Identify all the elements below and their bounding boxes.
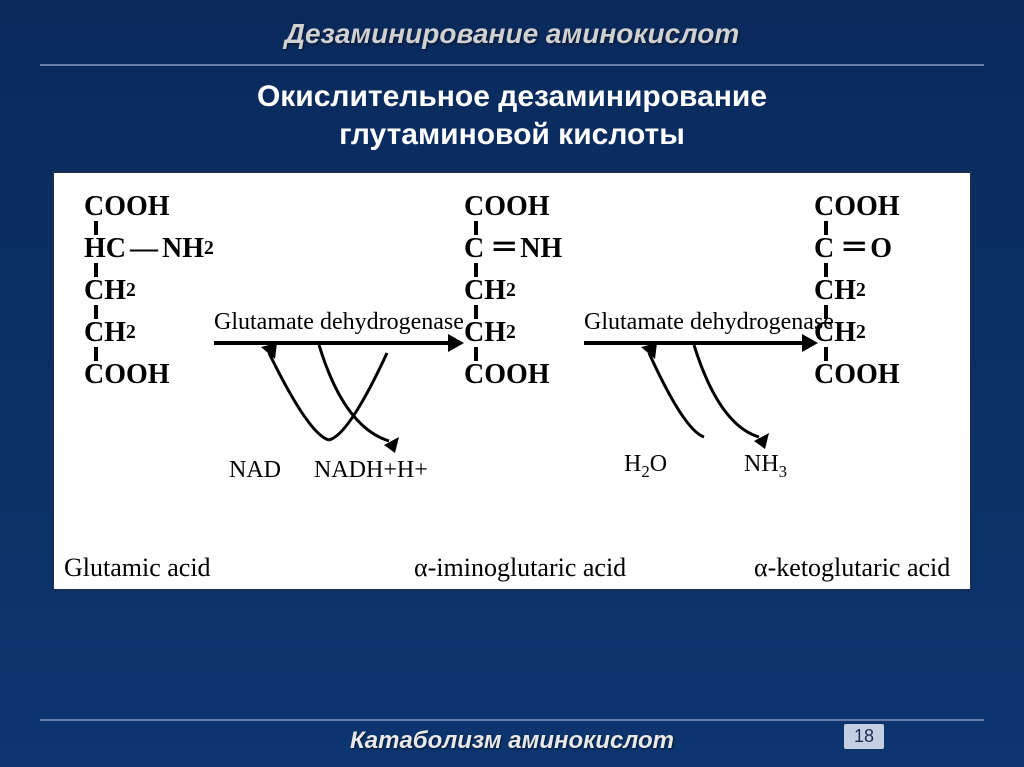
molecule-glutamic: COOH HC—NH2 CH2 CH2 COOH <box>84 193 214 389</box>
chem-group: COOH <box>84 193 170 221</box>
footer-rule <box>40 719 984 721</box>
molecule-label: Glutamic acid <box>64 553 211 583</box>
chem-group: COOH <box>84 361 170 389</box>
molecule-label: α-ketoglutaric acid <box>754 553 950 583</box>
enzyme-label: Glutamate dehydrogenase <box>584 309 834 336</box>
cofactor-in: H2O <box>624 451 667 482</box>
molecule-iminoglutaric: COOH C＝NH CH2 CH2 COOH <box>464 193 562 389</box>
enzyme-label: Glutamate dehydrogenase <box>214 309 464 336</box>
slide-header: Дезаминирование аминокислот <box>0 0 1024 58</box>
subtitle-line1: Окислительное дезаминирование <box>257 80 767 113</box>
cofactor-curve-icon <box>609 345 799 455</box>
chem-group: COOH <box>464 361 550 389</box>
chem-group: CH2 <box>464 319 516 347</box>
chem-group: CH2 <box>84 277 136 305</box>
chem-group: COOH <box>814 193 900 221</box>
cofactor-out: NADH+H+ <box>314 457 428 484</box>
cofactor-curve-icon <box>229 345 429 455</box>
cofactor-out: NH3 <box>744 451 787 482</box>
chem-group: COOH <box>814 361 900 389</box>
header-title: Дезаминирование аминокислот <box>0 18 1024 50</box>
arrowhead-icon <box>802 334 818 352</box>
arrowhead-icon <box>448 334 464 352</box>
reaction-diagram: COOH HC—NH2 CH2 CH2 COOH Glutamic acid C… <box>52 171 972 591</box>
chem-group: HC—NH2 <box>84 235 214 263</box>
chem-group: C＝NH <box>464 235 562 263</box>
cofactor-in: NAD <box>229 457 281 484</box>
chem-group: CH2 <box>464 277 516 305</box>
chem-group: C＝O <box>814 235 892 263</box>
page-number: 18 <box>844 724 884 749</box>
subtitle-line2: глутаминовой кислоты <box>339 118 685 151</box>
molecule-ketoglutaric: COOH C＝O CH2 CH2 COOH <box>814 193 900 389</box>
chem-group: CH2 <box>814 277 866 305</box>
chem-group: CH2 <box>84 319 136 347</box>
diagram-container: COOH HC—NH2 CH2 CH2 COOH Glutamic acid C… <box>0 171 1024 591</box>
chem-group: COOH <box>464 193 550 221</box>
slide-subtitle: Окислительное дезаминирование глутаминов… <box>0 66 1024 171</box>
molecule-label: α-iminoglutaric acid <box>414 553 626 583</box>
